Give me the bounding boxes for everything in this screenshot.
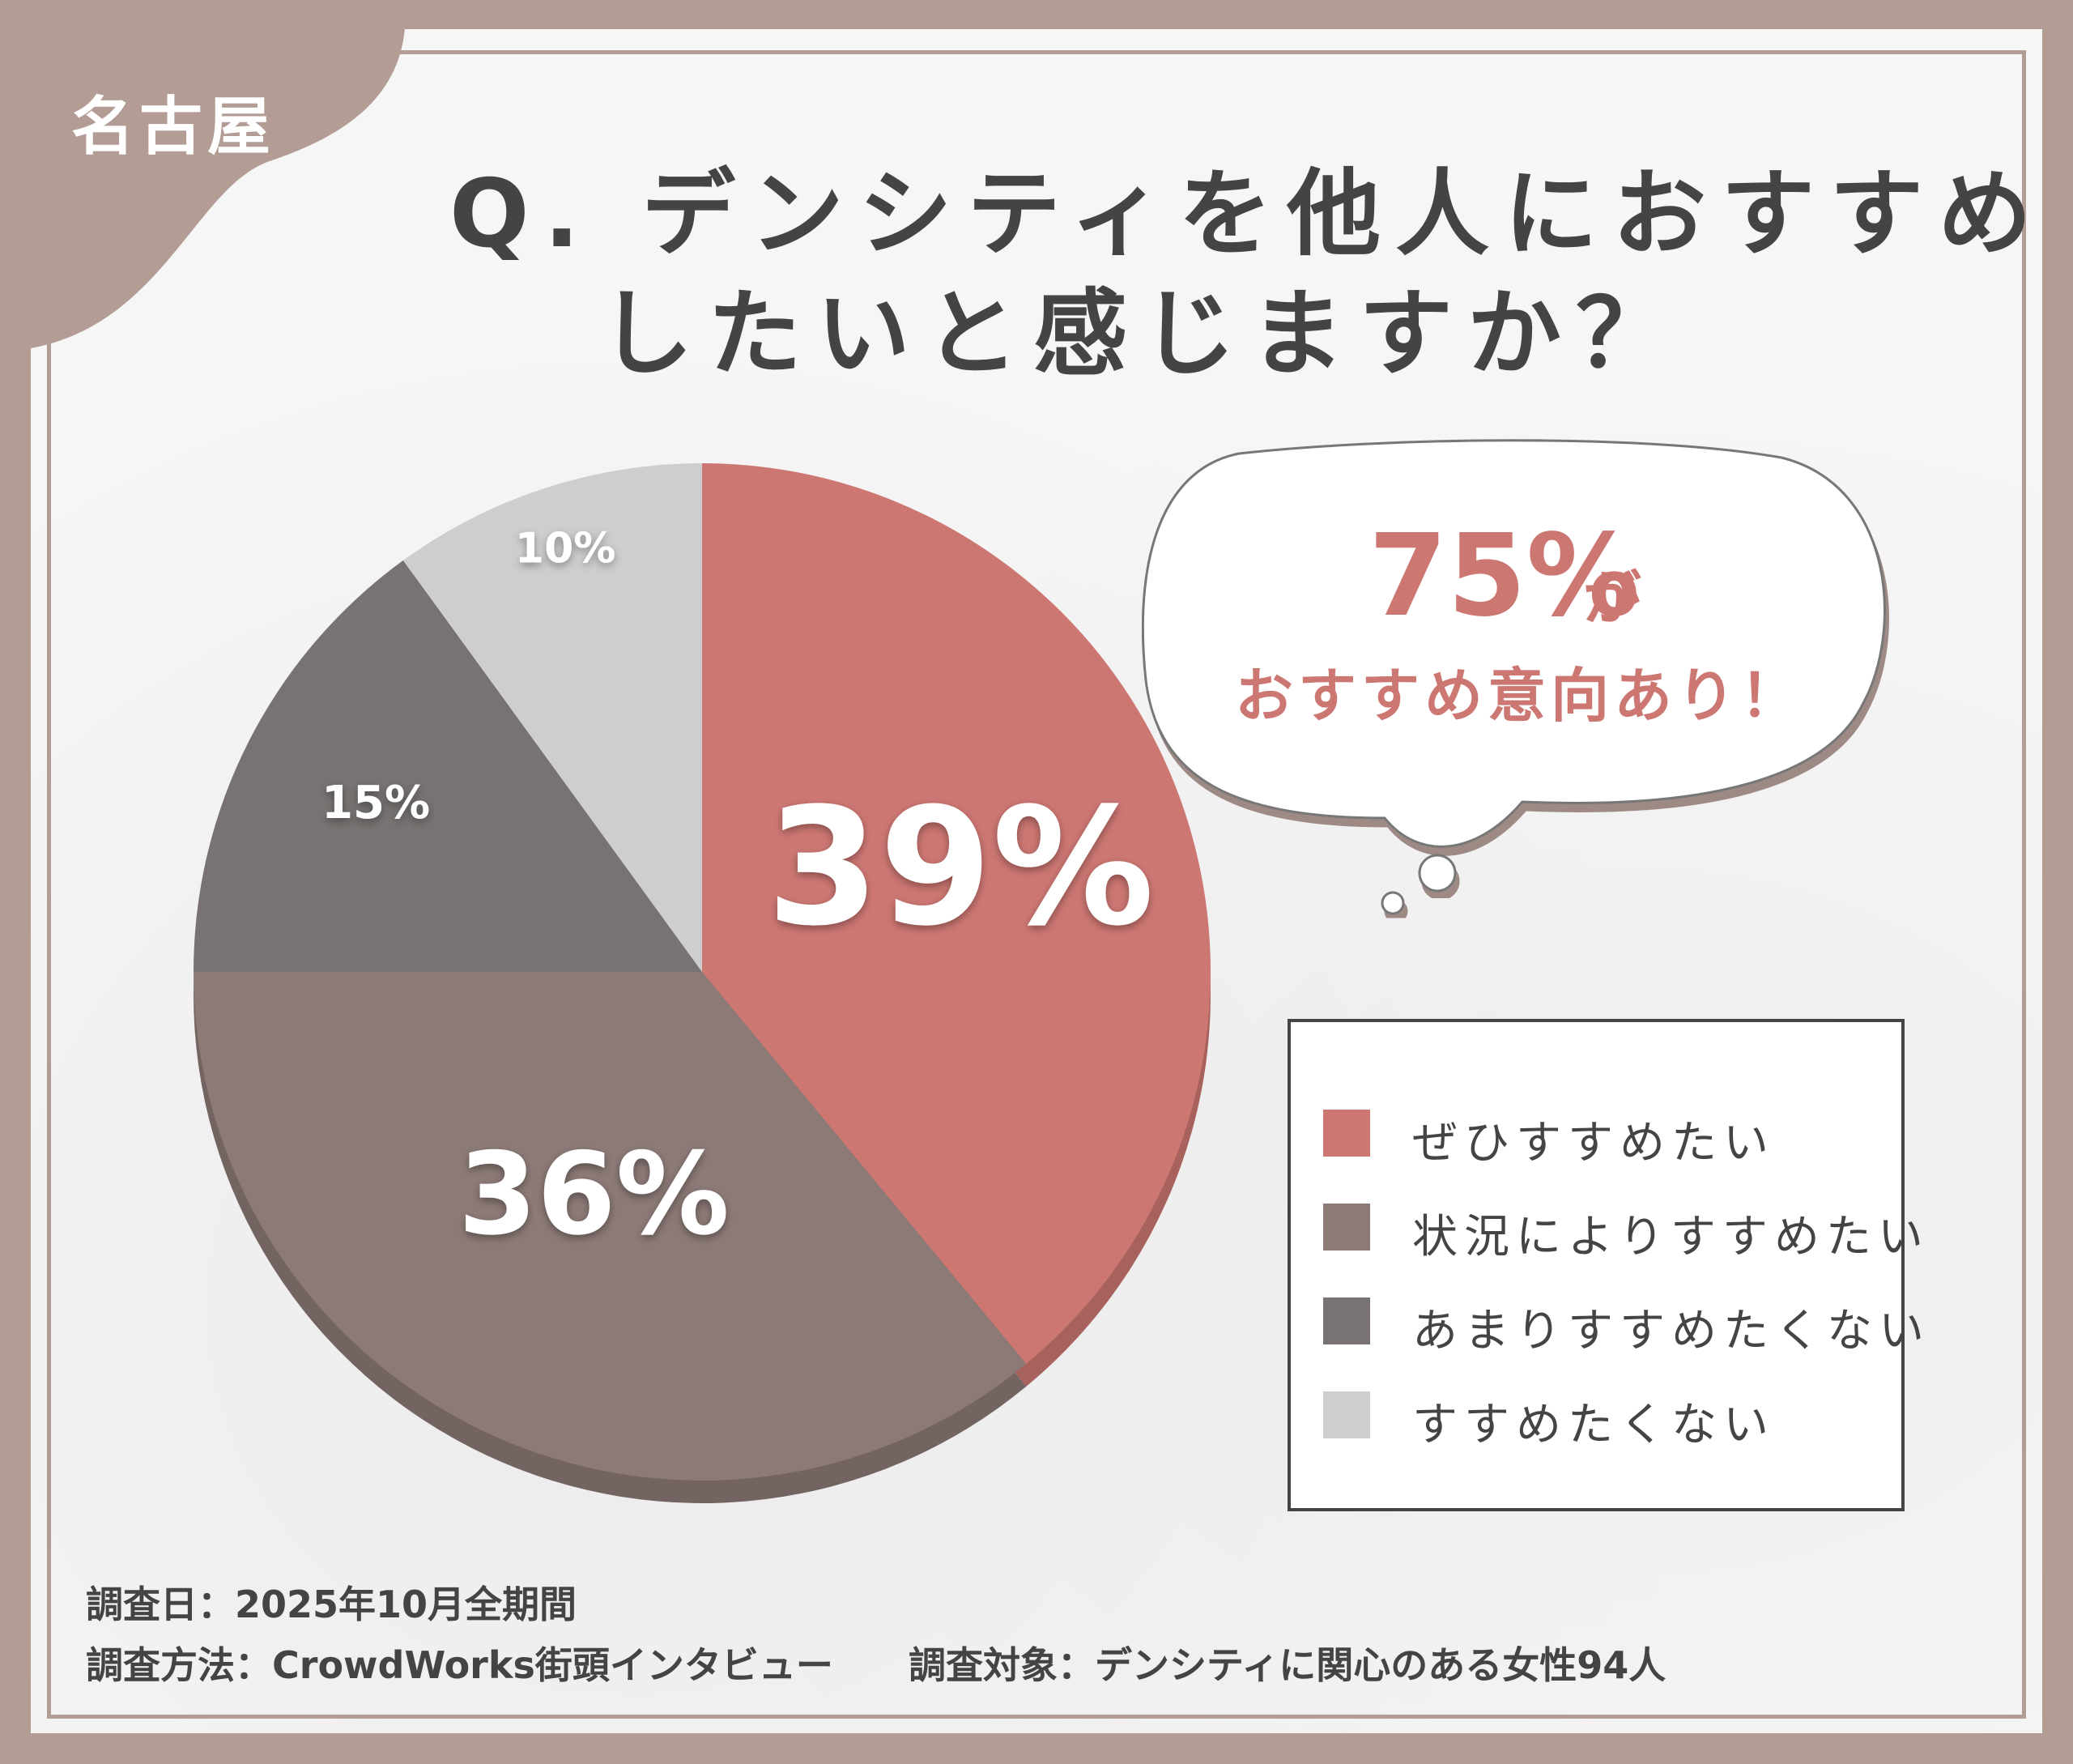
legend-swatch bbox=[1323, 1391, 1370, 1438]
callout-particle: が bbox=[1583, 565, 1642, 633]
survey-date: 調査日：2025年10月全期間 bbox=[86, 1583, 577, 1626]
legend-label: ぜひすすめたい bbox=[1412, 1117, 1775, 1170]
legend-label: 状況によりすすめたい bbox=[1412, 1211, 1930, 1263]
legend-swatch bbox=[1323, 1110, 1370, 1157]
pie-value-label: 10% bbox=[515, 524, 615, 573]
pie-value-label: 15% bbox=[321, 777, 430, 829]
chart-legend: ぜひすすめたい 状況によりすすめたい あまりすすめたくない すすめたくない bbox=[1288, 1019, 1924, 1511]
pie-slice bbox=[194, 972, 1027, 1481]
question-title-line-2: したいと感じますか？ bbox=[599, 279, 1684, 389]
pie-labels: 39% 36% 15% 10% bbox=[321, 524, 1154, 1260]
survey-target: 調査対象：デンシティに関心のある女性94人 bbox=[909, 1643, 1666, 1687]
legend-swatch bbox=[1323, 1204, 1370, 1251]
legend-swatch bbox=[1323, 1297, 1370, 1344]
pie-value-label: 36% bbox=[458, 1129, 730, 1261]
region-label: 名古屋 bbox=[71, 91, 276, 164]
callout-text: おすすめ意向あり！ bbox=[1235, 662, 1804, 730]
survey-method: 調査方法：CrowdWorks街頭インタビュー bbox=[86, 1643, 833, 1687]
pie-slice bbox=[194, 560, 702, 972]
pie-slice bbox=[402, 463, 702, 972]
inner-frame bbox=[47, 50, 2026, 1719]
pie-chart: 39% 36% 15% 10% bbox=[194, 463, 1211, 1503]
corner-tab bbox=[0, 0, 406, 348]
callout-bubble bbox=[1142, 439, 1886, 915]
callout-value: 75% bbox=[1369, 510, 1641, 642]
legend-label: あまりすすめたくない bbox=[1412, 1305, 1930, 1357]
pie-slice bbox=[702, 463, 1211, 1364]
pie-value-label: 39% bbox=[767, 773, 1155, 962]
question-title-line-1: Q. デンシティを他人におすすめ bbox=[449, 160, 2047, 269]
pie-slices bbox=[194, 463, 1211, 1481]
legend-label: すすめたくない bbox=[1412, 1399, 1775, 1451]
